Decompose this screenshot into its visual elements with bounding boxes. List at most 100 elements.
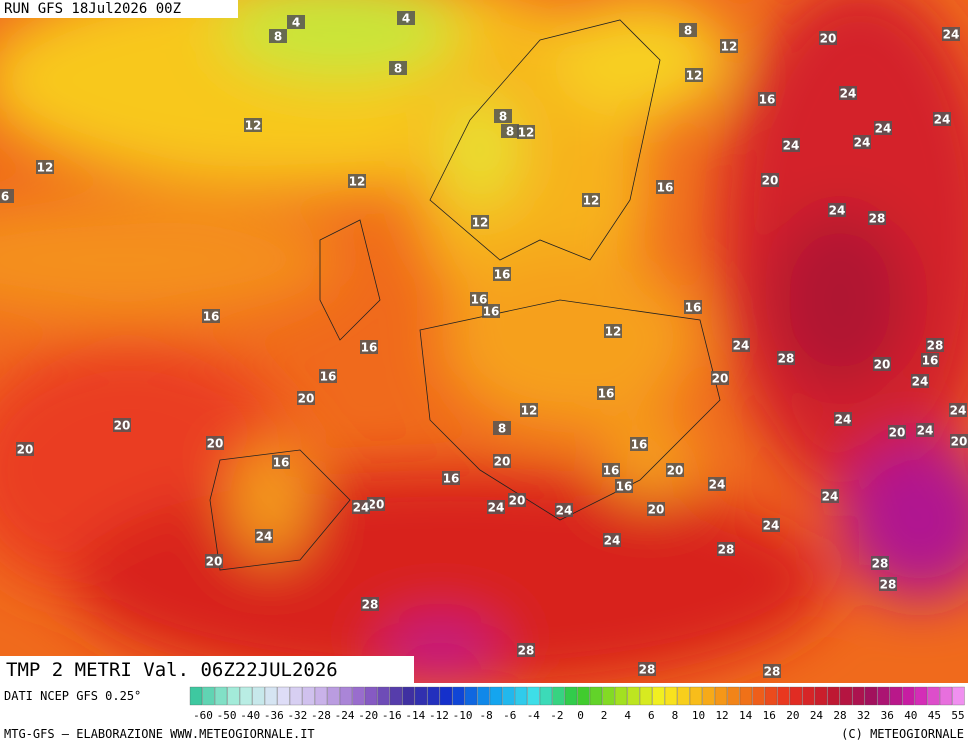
legend-label: 10 — [692, 709, 705, 722]
legend-label: 24 — [810, 709, 824, 722]
temperature-label: 12 — [37, 161, 54, 175]
temperature-label: 16 — [598, 387, 615, 401]
temperature-label: 20 — [298, 392, 315, 406]
label-box — [205, 554, 223, 568]
label-box — [603, 533, 621, 547]
temperature-label: 24 — [783, 139, 800, 153]
legend-swatch — [589, 686, 603, 706]
legend-label: -8 — [480, 709, 493, 722]
temperature-label: 16 — [320, 370, 337, 384]
label-box — [348, 174, 366, 188]
label-box — [604, 324, 622, 338]
label-box — [471, 215, 489, 229]
label-box — [297, 391, 315, 405]
temperature-label: 12 — [472, 216, 489, 230]
label-box — [853, 135, 871, 149]
label-box — [708, 477, 726, 491]
temperature-label: 20 — [762, 174, 779, 188]
temperature-label: 12 — [349, 175, 366, 189]
temperature-label: 20 — [874, 358, 891, 372]
legend-swatch — [802, 686, 815, 706]
label-box — [615, 479, 633, 493]
legend-label: 0 — [577, 709, 584, 722]
footer-right: (C) METEOGIORNALE — [841, 727, 964, 741]
temperature-label: 16 — [361, 341, 378, 355]
label-box — [602, 463, 620, 477]
legend-swatch — [739, 686, 753, 706]
temperature-label: 20 — [17, 443, 34, 457]
temperature-label: 8 — [394, 62, 402, 76]
temperature-label: 24 — [733, 339, 750, 353]
legend-swatch — [352, 686, 365, 706]
label-box — [732, 338, 750, 352]
temperature-label: 28 — [518, 644, 535, 658]
label-box — [269, 29, 287, 43]
legend-label: -20 — [358, 709, 378, 722]
temperature-label: 16 — [203, 310, 220, 324]
legend: -60 -50 -40 -36 -32 -28 -24 -20 -16 -14 -12 -10 -8 -6… — [189, 686, 965, 722]
coastlines — [209, 19, 721, 571]
label-box — [493, 421, 511, 435]
map-title: TMP 2 METRI Val. 06Z22JUL2026 — [6, 659, 338, 681]
temperature-label: 12 — [245, 119, 262, 133]
temperature-label: 24 — [835, 413, 852, 427]
legend-label: 45 — [928, 709, 941, 722]
label-box — [916, 423, 934, 437]
temperature-label: 20 — [114, 419, 131, 433]
label-box — [508, 493, 526, 507]
label-box — [36, 160, 54, 174]
temperature-label: 16 — [273, 456, 290, 470]
legend-swatch — [577, 686, 590, 706]
legend-label: 14 — [739, 709, 753, 722]
label-box — [758, 92, 776, 106]
label-box — [360, 340, 378, 354]
label-box — [16, 442, 34, 456]
label-box — [389, 61, 407, 75]
label-box — [926, 338, 944, 352]
legend-label: -16 — [382, 709, 402, 722]
label-box — [487, 500, 505, 514]
label-box — [517, 643, 535, 657]
legend-swatch — [377, 686, 390, 706]
legend-label: -6 — [503, 709, 516, 722]
label-box — [319, 369, 337, 383]
legend-swatch — [927, 686, 940, 706]
label-box — [470, 292, 488, 306]
temperature-label: 24 — [709, 478, 726, 492]
temperature-label: 12 — [521, 404, 538, 418]
temperature-label: 12 — [721, 40, 738, 54]
temperature-label: 20 — [494, 455, 511, 469]
run-header: RUN GFS 18Jul2026 00Z — [4, 1, 181, 17]
legend-swatch — [214, 686, 228, 706]
label-box — [868, 211, 886, 225]
legend-label: 32 — [857, 709, 870, 722]
temperature-label: 16 — [494, 268, 511, 282]
temperature-label: 24 — [256, 530, 273, 544]
legend-label: 40 — [904, 709, 917, 722]
legend-swatch — [289, 686, 303, 706]
legend-swatch — [402, 686, 415, 706]
temperature-label: 8 — [274, 30, 282, 44]
label-box — [873, 357, 891, 371]
label-box — [493, 454, 511, 468]
temperature-label: 28 — [764, 665, 781, 679]
temperature-label: 12 — [583, 194, 600, 208]
temperature-label: 24 — [822, 490, 839, 504]
legend-label: 6 — [648, 709, 655, 722]
legend-swatch — [852, 686, 865, 706]
legend-swatch — [252, 686, 265, 706]
label-box — [272, 455, 290, 469]
label-box — [517, 125, 535, 139]
temperature-label: 12 — [686, 69, 703, 83]
legend-label: -60 — [193, 709, 213, 722]
legend-label: -40 — [240, 709, 260, 722]
temperature-label: 24 — [917, 424, 934, 438]
legend-swatch — [539, 686, 553, 706]
legend-label: 8 — [672, 709, 679, 722]
label-box — [942, 27, 960, 41]
legend-swatch — [902, 686, 915, 706]
label-box — [763, 664, 781, 678]
label-box — [630, 437, 648, 451]
legend-swatch — [314, 686, 328, 706]
